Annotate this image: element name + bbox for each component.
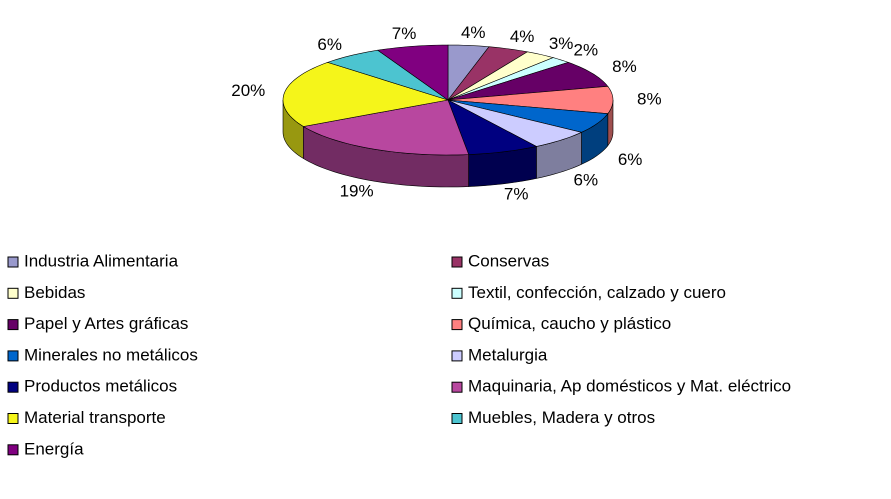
legend-label: Bebidas bbox=[24, 283, 85, 302]
legend-label: Metalurgia bbox=[468, 345, 548, 364]
data-label: 7% bbox=[392, 24, 417, 43]
legend-label: Industria Alimentaria bbox=[24, 251, 179, 270]
data-label: 4% bbox=[510, 27, 535, 46]
legend-swatch bbox=[7, 319, 19, 331]
legend-swatch bbox=[7, 350, 19, 362]
legend-swatch bbox=[7, 256, 19, 268]
legend-swatch bbox=[7, 413, 19, 424]
slice bbox=[447, 86, 614, 114]
legend-swatch bbox=[451, 350, 463, 362]
data-label: 7% bbox=[504, 185, 529, 204]
data-label: 6% bbox=[317, 35, 342, 54]
legend-swatch bbox=[451, 256, 463, 268]
legend-swatch bbox=[7, 381, 19, 393]
legend-label: Material transporte bbox=[24, 408, 166, 427]
slice bbox=[447, 51, 555, 101]
legend-label: Energía bbox=[24, 439, 84, 458]
slice bbox=[447, 99, 583, 147]
legend-label: Productos metálicos bbox=[24, 377, 177, 396]
legend-label: Conservas bbox=[468, 251, 549, 270]
data-label: 19% bbox=[340, 181, 374, 200]
legend-label: Minerales no metálicos bbox=[24, 345, 198, 364]
legend-label: Papel y Artes gráficas bbox=[24, 314, 188, 333]
data-label: 8% bbox=[637, 89, 662, 108]
data-label: 8% bbox=[612, 57, 637, 76]
slice bbox=[326, 49, 449, 101]
legend-label: Textil, confección, calzado y cuero bbox=[468, 283, 726, 302]
legend-swatch bbox=[451, 413, 463, 424]
slice bbox=[282, 62, 449, 127]
slice bbox=[447, 62, 609, 101]
data-label: 3% bbox=[549, 34, 574, 53]
slice bbox=[447, 99, 538, 155]
legend-swatch bbox=[7, 287, 19, 299]
legend-swatch bbox=[451, 319, 463, 331]
data-label: 20% bbox=[231, 81, 265, 100]
legend-label: Química, caucho y plástico bbox=[468, 314, 671, 333]
data-label: 6% bbox=[574, 170, 599, 189]
data-label: 6% bbox=[618, 150, 643, 169]
legend-label: Maquinaria, Ap domésticos y Mat. eléctri… bbox=[468, 377, 791, 396]
legend-swatch bbox=[451, 287, 463, 299]
legend-swatch bbox=[451, 381, 463, 393]
slice bbox=[447, 46, 529, 101]
data-label: 4% bbox=[461, 23, 486, 42]
slice bbox=[302, 99, 470, 156]
legend-swatch bbox=[7, 444, 19, 456]
slice bbox=[376, 44, 449, 101]
legend-label: Muebles, Madera y otros bbox=[468, 408, 655, 427]
data-label: 2% bbox=[574, 41, 599, 60]
slice bbox=[447, 99, 609, 133]
